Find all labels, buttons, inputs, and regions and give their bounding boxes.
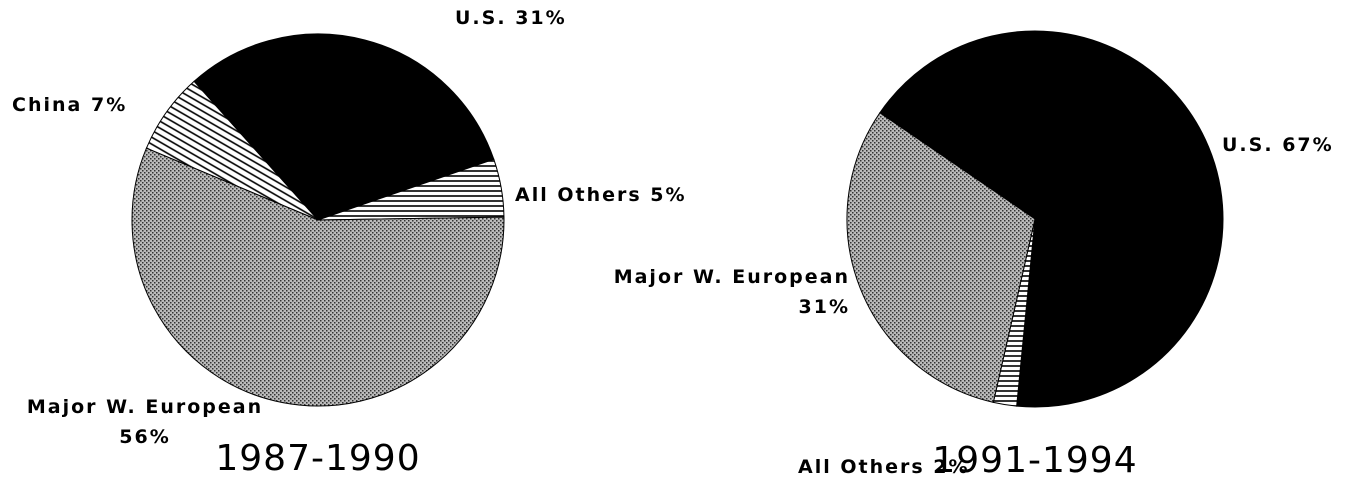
- slice-value: 31%: [798, 296, 850, 318]
- slice-value: 31%: [515, 7, 567, 29]
- slice-name: China: [12, 94, 83, 116]
- slice-label: Major W. European 31%: [590, 262, 850, 322]
- slice-value: 56%: [119, 426, 171, 448]
- slice-name: U.S.: [1222, 134, 1274, 156]
- slice-label: China 7%: [12, 90, 127, 120]
- slice-label: All Others 2%: [798, 452, 970, 482]
- pie-slice: [193, 33, 495, 221]
- slice-name: All Others: [798, 456, 925, 478]
- pie-slice: [145, 80, 319, 221]
- slice-name: Major W. European: [26, 396, 264, 418]
- pie-slice: [131, 147, 505, 407]
- chart-title: 1987-1990: [215, 438, 421, 479]
- slice-value: 5%: [650, 184, 687, 206]
- slice-name: U.S.: [455, 7, 507, 29]
- slice-label: U.S. 67%: [1222, 130, 1334, 160]
- pie-slice: [879, 30, 1224, 408]
- slice-label: U.S. 31%: [455, 3, 567, 33]
- slice-value: 67%: [1282, 134, 1334, 156]
- chart-title: 1991-1994: [932, 440, 1138, 481]
- slice-name: Major W. European: [613, 266, 850, 288]
- slice-label: Major W. European 56%: [10, 392, 280, 452]
- slice-name: All Others: [515, 184, 642, 206]
- slice-value: 7%: [90, 94, 128, 116]
- slice-label: All Others 5%: [515, 180, 687, 210]
- pie-slice: [846, 112, 1036, 403]
- slice-value: 2%: [933, 456, 970, 478]
